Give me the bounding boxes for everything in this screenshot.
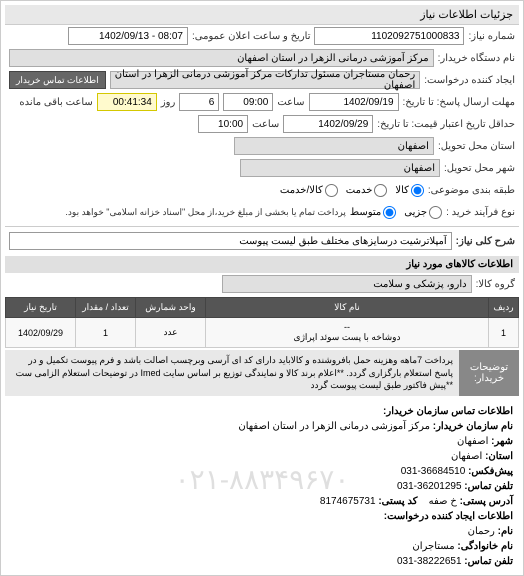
city-value: اصفهان bbox=[457, 436, 488, 447]
desc-content: پرداخت 7ماهه وهزینه حمل بافروشنده و کالا… bbox=[5, 350, 459, 396]
buyer-org-label: نام سازمان خریدار: bbox=[433, 421, 513, 432]
buyer-device-label: نام دستگاه خریدار: bbox=[438, 53, 515, 64]
goods-group-label: گروه کالا: bbox=[476, 279, 515, 290]
desc-label: توضیحات خریدار: bbox=[459, 350, 519, 396]
creator-phone-value: 38222651-031 bbox=[397, 556, 462, 567]
phone-label: تلفن تماس: bbox=[464, 481, 513, 492]
creator-contact-title: اطلاعات ایجاد کننده درخواست: bbox=[11, 509, 513, 524]
postal-label: کد پستی: bbox=[378, 496, 417, 507]
goods-table: ردیف نام کالا واحد شمارش تعداد / مقدار ت… bbox=[5, 297, 519, 348]
validity-label: حداقل تاریخ اعتبار قیمت: تا تاریخ: bbox=[377, 119, 515, 130]
deadline-date-field: 1402/09/19 bbox=[309, 93, 399, 111]
time-remaining-field: 00:41:34 bbox=[97, 93, 157, 111]
general-desc-field: آمپلاترشیت درسایزهای مختلف طبق لیست پیوس… bbox=[9, 232, 452, 250]
days-remaining-field: 6 bbox=[179, 93, 219, 111]
goods-section-title: اطلاعات کالاهای مورد نیاز bbox=[5, 256, 519, 273]
contact-section: اطلاعات تماس سازمان خریدار: نام سازمان خ… bbox=[5, 402, 519, 571]
delivery-province-field: اصفهان bbox=[234, 137, 434, 155]
buyer-contact-title: اطلاعات تماس سازمان خریدار: bbox=[11, 404, 513, 419]
deadline-send-label: مهلت ارسال پاسخ: تا تاریخ: bbox=[403, 97, 515, 108]
address-value: خ صفه bbox=[429, 496, 457, 507]
province-value: اصفهان bbox=[451, 451, 482, 462]
radio-partial[interactable]: جزیی bbox=[404, 206, 442, 219]
public-datetime-label: تاریخ و ساعت اعلان عمومی: bbox=[192, 31, 311, 42]
radio-service[interactable]: خدمت bbox=[346, 184, 388, 197]
header-title: جزئیات اطلاعات نیاز bbox=[5, 5, 519, 25]
cell-unit: عدد bbox=[136, 318, 206, 348]
deadline-time-field: 09:00 bbox=[223, 93, 273, 111]
lastname-value: مستاجران bbox=[412, 541, 454, 552]
lastname-label: نام خانوادگی: bbox=[457, 541, 513, 552]
th-date: تاریخ نیاز bbox=[6, 298, 76, 318]
time-label-2: ساعت bbox=[252, 119, 279, 130]
prefax-value: 36684510-031 bbox=[401, 466, 466, 477]
creator-phone-label: تلفن تماس: bbox=[464, 556, 513, 567]
th-name: نام کالا bbox=[206, 298, 489, 318]
radio-service-input[interactable] bbox=[374, 184, 387, 197]
goods-group-field: دارو، پزشکی و سلامت bbox=[222, 275, 472, 293]
buyer-org-value: مرکز آموزشی درمانی الزهرا در استان اصفها… bbox=[238, 421, 430, 432]
postal-value: 8174675731 bbox=[320, 496, 376, 507]
name-label: نام: bbox=[498, 526, 513, 537]
radio-partial-input[interactable] bbox=[429, 206, 442, 219]
delivery-city-field: اصفهان bbox=[240, 159, 440, 177]
th-unit: واحد شمارش bbox=[136, 298, 206, 318]
radio-goods-input[interactable] bbox=[411, 184, 424, 197]
request-creator-label: ایجاد کننده درخواست: bbox=[424, 75, 515, 86]
validity-date-field: 1402/09/29 bbox=[283, 115, 373, 133]
radio-goods[interactable]: کالا bbox=[395, 184, 424, 197]
public-datetime-field: 08:07 - 1402/09/13 bbox=[68, 27, 188, 45]
cell-qty: 1 bbox=[76, 318, 136, 348]
radio-medium[interactable]: متوسط bbox=[350, 206, 396, 219]
cell-row: 1 bbox=[489, 318, 519, 348]
province-label: استان: bbox=[485, 451, 513, 462]
contact-info-button[interactable]: اطلاعات تماس خریدار bbox=[9, 71, 106, 89]
delivery-city-label: شهر محل تحویل: bbox=[444, 163, 515, 174]
subject-class-label: طبقه بندی موضوعی: bbox=[428, 185, 515, 196]
description-section: توضیحات خریدار: پرداخت 7ماهه وهزینه حمل … bbox=[5, 350, 519, 396]
delivery-province-label: استان محل تحویل: bbox=[438, 141, 515, 152]
purchase-radio-group: جزیی متوسط bbox=[350, 206, 442, 219]
radio-goods-service[interactable]: کالا/خدمت bbox=[280, 184, 338, 197]
request-creator-field: رحمان مستاجران مسئول تدارکات مرکز آموزشی… bbox=[110, 71, 421, 89]
address-label: آدرس پستی: bbox=[460, 496, 513, 507]
validity-time-field: 10:00 bbox=[198, 115, 248, 133]
buyer-device-field: مرکز آموزشی درمانی الزهرا در استان اصفها… bbox=[9, 49, 434, 67]
purchase-note: پرداخت تمام یا بخشی از مبلغ خرید،از محل … bbox=[65, 207, 345, 218]
radio-goods-service-input[interactable] bbox=[325, 184, 338, 197]
request-number-field: 1102092751000833 bbox=[314, 27, 464, 45]
days-label: روز bbox=[161, 97, 176, 108]
subject-radio-group: کالا خدمت کالا/خدمت bbox=[280, 184, 424, 197]
name-value: رحمان bbox=[468, 526, 495, 537]
time-label-1: ساعت bbox=[277, 97, 304, 108]
phone-value: 36201295-031 bbox=[397, 481, 462, 492]
remaining-label: ساعت باقی مانده bbox=[19, 97, 92, 108]
cell-date: 1402/09/29 bbox=[6, 318, 76, 348]
prefax-label: پیش‌فکس: bbox=[468, 466, 513, 477]
city-label: شهر: bbox=[491, 436, 513, 447]
table-row: 1 --دوشاخه با پست سوئد اپراژی عدد 1 1402… bbox=[6, 318, 519, 348]
request-number-label: شماره نیاز: bbox=[468, 31, 515, 42]
th-row: ردیف bbox=[489, 298, 519, 318]
th-qty: تعداد / مقدار bbox=[76, 298, 136, 318]
general-desc-label: شرح کلی نیاز: bbox=[456, 236, 515, 247]
radio-medium-input[interactable] bbox=[383, 206, 396, 219]
cell-name: --دوشاخه با پست سوئد اپراژی bbox=[206, 318, 489, 348]
purchase-type-label: نوع فرآیند خرید : bbox=[446, 207, 515, 218]
